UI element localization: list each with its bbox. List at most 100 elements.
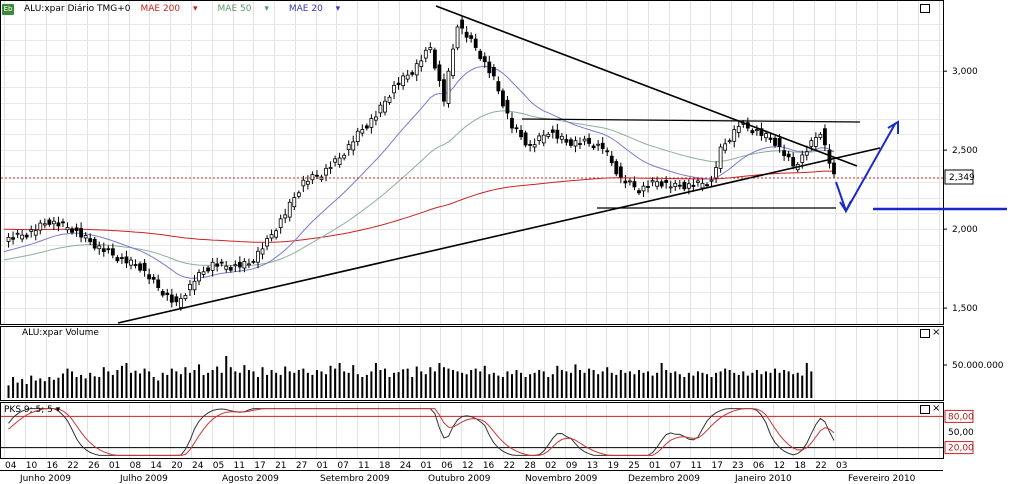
x-month-label: Outubro 2009 [428, 474, 491, 484]
candle-body [800, 154, 805, 163]
chevron-down-icon[interactable]: ▾ [335, 4, 341, 14]
volume-bar [483, 365, 486, 398]
volume-bar [665, 370, 668, 398]
range-top-line [521, 118, 861, 123]
volume-bar [111, 374, 114, 398]
candle-body [251, 260, 256, 263]
candle-body [124, 256, 129, 264]
volume-bar [778, 372, 781, 398]
osc-tick-label: 50,00 [948, 428, 974, 438]
candle-body [42, 223, 47, 226]
candle-body [70, 228, 74, 233]
candle-body [764, 133, 768, 139]
volume-maximize-icon[interactable] [920, 329, 930, 338]
volume-bar [506, 371, 509, 398]
candle-body [215, 263, 220, 267]
candle-body [29, 229, 34, 232]
candle-body [274, 230, 279, 238]
volume-bar [692, 375, 695, 398]
indicator-mae200[interactable]: MAE 200 ▾ [140, 4, 207, 14]
volume-bar [706, 374, 709, 398]
volume-bar [306, 372, 309, 398]
volume-close-icon[interactable]: × [932, 327, 941, 338]
arrow-head-up [887, 120, 899, 134]
x-day-label: 17 [711, 461, 722, 471]
volume-bar [488, 374, 491, 398]
chevron-down-icon[interactable]: ▾ [264, 4, 269, 14]
volume-bar [429, 367, 432, 398]
indicator-mae20[interactable]: MAE 20 ▾ [289, 4, 350, 14]
x-day-label: 21 [275, 461, 286, 471]
x-day-label: 16 [483, 461, 495, 471]
volume-bar [465, 374, 468, 398]
volume-bar [93, 376, 96, 398]
candle-body [61, 221, 65, 224]
osc-tick-box [944, 409, 974, 423]
x-day-label: 11 [691, 461, 702, 471]
candle-body [623, 180, 628, 184]
candle-body [15, 232, 20, 235]
chevron-down-icon[interactable]: ▾ [55, 405, 61, 415]
volume-bars [7, 356, 813, 398]
volume-bar [207, 372, 210, 398]
volume-bar [61, 373, 64, 398]
candle-body [201, 271, 206, 275]
candle-body [197, 272, 201, 282]
volume-bar [574, 364, 577, 398]
volume-bar [152, 377, 155, 398]
candle-body [832, 162, 836, 175]
volume-bar [411, 377, 414, 398]
volume-bar [565, 371, 568, 398]
volume-bar [334, 368, 337, 398]
volume-bar [769, 372, 772, 398]
symbol-icon[interactable]: Eb [2, 3, 14, 15]
candle-body [410, 72, 415, 75]
volume-bar [125, 363, 128, 398]
candle-body [641, 185, 646, 192]
candle-body [528, 143, 533, 146]
candle-body [759, 128, 764, 136]
candle-body [74, 227, 79, 232]
volume-bar [402, 369, 405, 398]
x-day-label: 18 [379, 461, 391, 471]
candle-body [714, 167, 718, 179]
volume-bar [361, 377, 364, 398]
candle-body [609, 155, 614, 164]
candle-body [578, 143, 582, 145]
candle-body [269, 234, 274, 239]
candle-body [736, 126, 741, 133]
volume-bar [220, 372, 223, 398]
volume-bar [25, 384, 28, 398]
price-tick-label: 2,000 [952, 225, 978, 235]
x-day-label: 16 [47, 461, 59, 471]
osc-tick-label: 20,00 [948, 444, 974, 454]
osc-close-icon[interactable]: × [932, 403, 941, 414]
price-tick-label: 1,500 [952, 304, 978, 314]
candle-body [156, 279, 161, 288]
volume-bar [293, 372, 296, 398]
candle-body [333, 158, 337, 163]
volume-bar [143, 368, 146, 398]
symbol-label[interactable]: ALU:xpar Diário TMG+0 [24, 4, 131, 14]
indicator-mae50[interactable]: MAE 50 ▾ [218, 4, 279, 14]
volume-bar [569, 372, 572, 398]
candle-body [514, 127, 519, 130]
volume-bar [447, 368, 450, 398]
volume-bar [524, 377, 527, 398]
volume-bar [374, 363, 377, 398]
volume-bar [529, 374, 532, 398]
candle-body [20, 234, 25, 240]
candle-body [777, 138, 782, 147]
volume-bar [538, 370, 541, 398]
candle-body [532, 144, 537, 148]
volume-bar [270, 370, 273, 398]
candle-body [38, 222, 43, 231]
candle-body [51, 220, 56, 225]
candle-body [355, 130, 360, 142]
chevron-down-icon[interactable]: ▾ [193, 4, 198, 14]
maximize-icon[interactable] [920, 4, 930, 13]
volume-bar [352, 365, 355, 398]
candle-body [192, 280, 197, 291]
volume-bar [157, 380, 160, 398]
osc-maximize-icon[interactable] [920, 405, 930, 414]
